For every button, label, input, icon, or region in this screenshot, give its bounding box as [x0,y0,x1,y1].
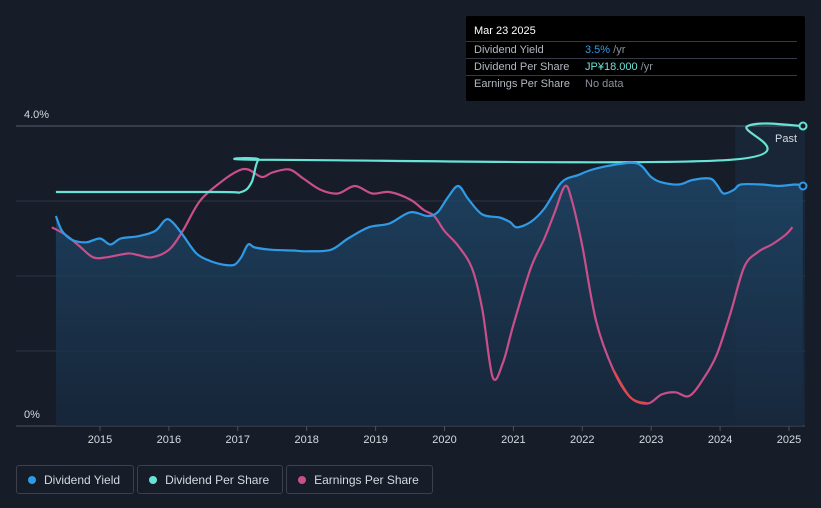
tooltip-row-earnings-per-share: Earnings Per Share No data [466,75,797,93]
y-tick-label: 0% [24,409,40,421]
legend-label: Dividend Yield [44,472,121,487]
dividend-per-share-line [55,122,803,194]
x-tick-label: 2023 [639,434,663,446]
x-tick-label: 2018 [294,434,318,446]
x-tick-label: 2019 [363,434,387,446]
y-tick-label: 4.0% [24,109,49,121]
legend-label: Earnings Per Share [314,472,419,487]
legend-dot-icon [149,475,158,484]
legend-dot-icon [28,475,36,484]
legend-label: Dividend Per Share [165,472,270,487]
dividend-yield-area [55,162,803,426]
tooltip-panel: Mar 23 2025 Dividend Yield 3.5% /yr Divi… [466,16,805,101]
tooltip-label: Dividend Yield [474,44,544,56]
earnings-per-share-negative-segment [612,369,649,405]
tooltip-value: 3.5% /yr [585,44,626,56]
past-label: Past [775,133,797,145]
tooltip-value: No data [585,78,624,90]
legend-item-dividend-yield[interactable]: Dividend Yield [16,465,135,494]
earnings-per-share-line [51,167,794,405]
dividend-yield-end-marker [798,181,808,191]
x-tick-label: 2022 [570,434,594,446]
tooltip-date: Mar 23 2025 [474,25,536,37]
tooltip-value: JP¥18.000 /yr [585,61,653,73]
x-tick-label: 2016 [157,434,181,446]
legend-dot-icon [298,475,307,484]
legend-item-earnings-per-share[interactable]: Earnings Per Share [286,465,433,494]
tooltip-label: Earnings Per Share [474,78,570,90]
legend-item-dividend-per-share[interactable]: Dividend Per Share [137,465,284,494]
x-tick-label: 2021 [501,434,525,446]
x-tick-label: 2020 [432,434,456,446]
dividend-yield-line [54,161,804,267]
tooltip-row-dividend-per-share: Dividend Per Share JP¥18.000 /yr [466,58,797,76]
x-tick-label: 2025 [777,434,801,446]
x-tick-label: 2015 [88,434,112,446]
x-tick-label: 2024 [708,434,732,446]
tooltip-label: Dividend Per Share [474,61,570,73]
x-tick-label: 2017 [226,434,250,446]
dividend-per-share-end-marker [798,121,808,131]
legend: Dividend Yield Dividend Per Share Earnin… [16,465,433,494]
tooltip-row-dividend-yield: Dividend Yield 3.5% /yr [466,41,797,59]
